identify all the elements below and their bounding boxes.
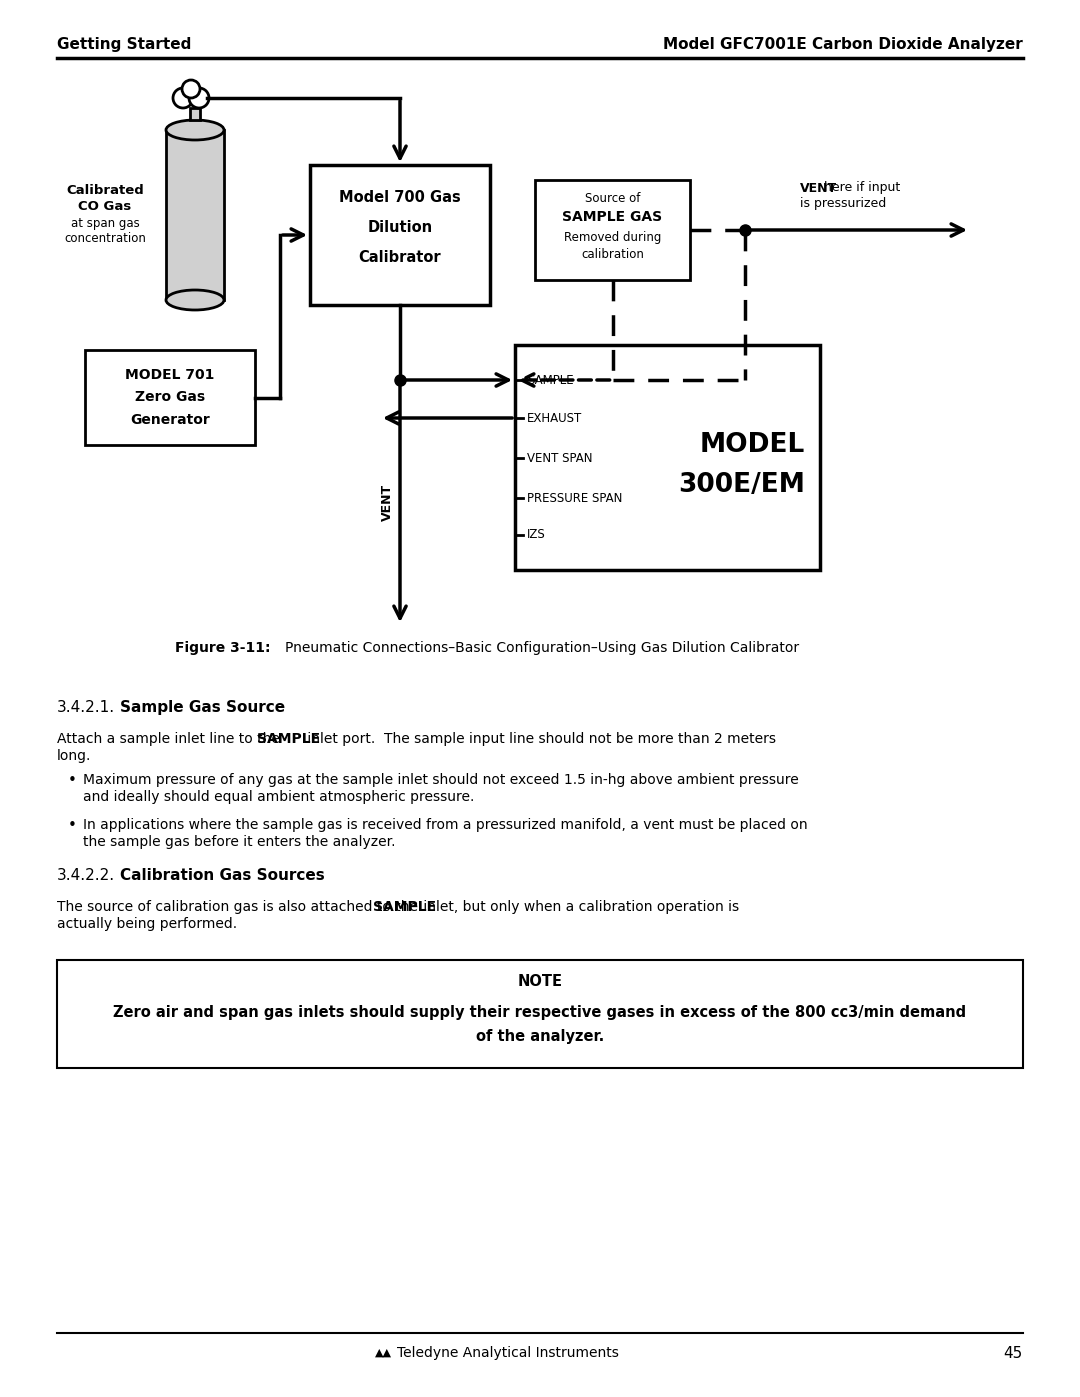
- Text: The source of calibration gas is also attached to the: The source of calibration gas is also at…: [57, 900, 422, 914]
- Bar: [515, 345, 820, 570]
- Text: VENT SPAN: VENT SPAN: [527, 451, 593, 464]
- Text: •: •: [68, 819, 77, 833]
- Text: SAMPLE: SAMPLE: [373, 900, 436, 914]
- Text: VENT: VENT: [800, 182, 837, 194]
- Text: Zero Gas: Zero Gas: [135, 390, 205, 404]
- Bar: [310, 165, 490, 305]
- Bar: [57, 960, 1023, 1067]
- Text: IZS: IZS: [527, 528, 545, 542]
- Text: Calibrator: Calibrator: [359, 250, 442, 264]
- Text: Removed during: Removed during: [564, 231, 661, 243]
- Bar: [535, 180, 690, 279]
- Text: at span gas: at span gas: [70, 217, 139, 229]
- Text: Figure 3-11:: Figure 3-11:: [175, 641, 270, 655]
- Text: MODEL 701: MODEL 701: [125, 367, 215, 381]
- Bar: [85, 351, 255, 446]
- Text: CO Gas: CO Gas: [79, 201, 132, 214]
- Text: MODEL: MODEL: [700, 432, 805, 458]
- Circle shape: [173, 88, 193, 108]
- Text: Sample Gas Source: Sample Gas Source: [120, 700, 285, 715]
- Text: 3.4.2.1.: 3.4.2.1.: [57, 700, 116, 715]
- Text: calibration: calibration: [581, 247, 644, 260]
- Text: Calibrated: Calibrated: [66, 183, 144, 197]
- Text: Teledyne Analytical Instruments: Teledyne Analytical Instruments: [397, 1345, 619, 1361]
- Text: EXHAUST: EXHAUST: [527, 412, 582, 425]
- Text: Model 700 Gas: Model 700 Gas: [339, 190, 461, 204]
- Circle shape: [183, 80, 200, 98]
- Bar: [166, 130, 224, 300]
- Ellipse shape: [166, 291, 224, 310]
- Text: Model GFC7001E Carbon Dioxide Analyzer: Model GFC7001E Carbon Dioxide Analyzer: [663, 38, 1023, 53]
- Text: concentration: concentration: [64, 232, 146, 244]
- Text: Attach a sample inlet line to the: Attach a sample inlet line to the: [57, 732, 284, 746]
- Text: •: •: [68, 773, 77, 788]
- Text: actually being performed.: actually being performed.: [57, 916, 238, 930]
- Ellipse shape: [166, 120, 224, 140]
- Text: inlet, but only when a calibration operation is: inlet, but only when a calibration opera…: [419, 900, 739, 914]
- Text: here if input: here if input: [820, 182, 901, 194]
- Text: NOTE: NOTE: [517, 975, 563, 989]
- Text: Pneumatic Connections–Basic Configuration–Using Gas Dilution Calibrator: Pneumatic Connections–Basic Configuratio…: [285, 641, 799, 655]
- Text: inlet port.  The sample input line should not be more than 2 meters: inlet port. The sample input line should…: [303, 732, 777, 746]
- Text: In applications where the sample gas is received from a pressurized manifold, a : In applications where the sample gas is …: [83, 819, 808, 833]
- Text: ▲▲: ▲▲: [375, 1348, 392, 1358]
- Text: long.: long.: [57, 749, 92, 763]
- Text: Dilution: Dilution: [367, 219, 433, 235]
- Text: Source of: Source of: [584, 191, 640, 204]
- Text: Zero air and span gas inlets should supply their respective gases in excess of t: Zero air and span gas inlets should supp…: [113, 1006, 967, 1020]
- Bar: [190, 108, 200, 120]
- Text: Maximum pressure of any gas at the sample inlet should not exceed 1.5 in-hg abov: Maximum pressure of any gas at the sampl…: [83, 773, 799, 787]
- Text: is pressurized: is pressurized: [800, 197, 887, 211]
- Circle shape: [189, 88, 210, 108]
- Text: 300E/EM: 300E/EM: [678, 472, 805, 497]
- Text: and ideally should equal ambient atmospheric pressure.: and ideally should equal ambient atmosph…: [83, 789, 474, 805]
- Text: Calibration Gas Sources: Calibration Gas Sources: [120, 868, 325, 883]
- Text: Getting Started: Getting Started: [57, 38, 191, 53]
- Text: SAMPLE GAS: SAMPLE GAS: [563, 210, 662, 224]
- Text: PRESSURE SPAN: PRESSURE SPAN: [527, 492, 622, 504]
- Text: the sample gas before it enters the analyzer.: the sample gas before it enters the anal…: [83, 835, 395, 849]
- Text: of the analyzer.: of the analyzer.: [476, 1028, 604, 1044]
- Text: Generator: Generator: [130, 414, 210, 427]
- Text: SAMPLE: SAMPLE: [527, 373, 573, 387]
- Text: VENT: VENT: [380, 483, 393, 521]
- Text: 45: 45: [1003, 1345, 1023, 1361]
- Text: SAMPLE: SAMPLE: [257, 732, 320, 746]
- Text: 3.4.2.2.: 3.4.2.2.: [57, 868, 116, 883]
